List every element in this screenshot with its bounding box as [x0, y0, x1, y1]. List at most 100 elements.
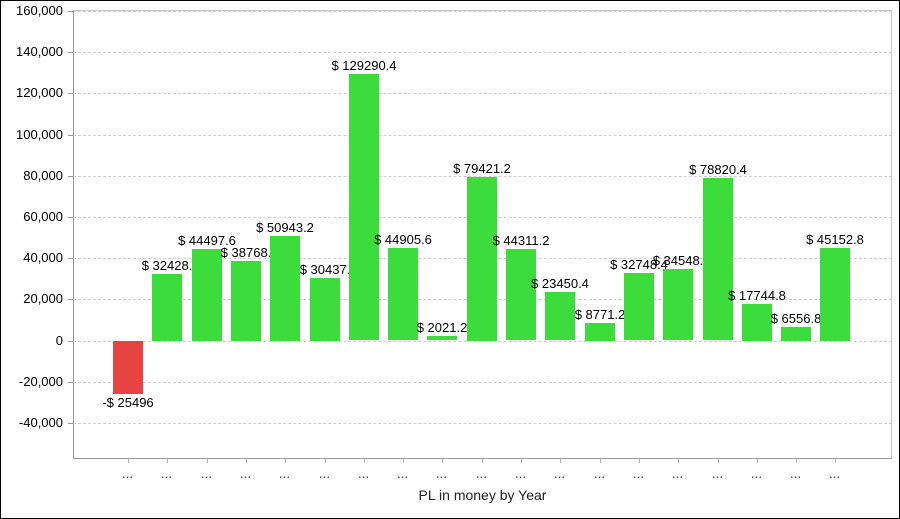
x-axis-label: ...: [122, 470, 134, 481]
bar: [192, 249, 222, 341]
x-axis-label: ...: [397, 470, 409, 481]
bar-value-label: $ 78820.4: [689, 162, 747, 177]
gridline: [73, 52, 892, 53]
x-axis-tick: [678, 459, 679, 463]
x-axis-label: ...: [594, 470, 606, 481]
bar: [388, 248, 418, 340]
x-axis-tick: [639, 459, 640, 463]
x-axis-tick: [442, 459, 443, 463]
plot-area: [73, 10, 892, 459]
bar-value-label: $ 45152.8: [806, 232, 864, 247]
x-axis-tick: [128, 459, 129, 463]
gridline: [73, 341, 892, 342]
y-axis-tick: [68, 299, 73, 300]
bar: [663, 269, 693, 340]
y-axis-tick: [68, 258, 73, 259]
x-axis-tick: [285, 459, 286, 463]
y-axis-tick-label: 0: [55, 333, 63, 348]
bar-value-label: $ 2021.2: [416, 320, 468, 335]
x-axis-label: ...: [751, 470, 763, 481]
x-axis-label: ...: [672, 470, 684, 481]
gridline: [73, 258, 892, 259]
x-axis-tick: [757, 459, 758, 463]
gridline: [73, 217, 892, 218]
x-axis-label: ...: [476, 470, 488, 481]
bar: [113, 341, 143, 394]
bar: [703, 178, 733, 340]
x-axis-label: ...: [161, 470, 173, 481]
gridline: [73, 299, 892, 300]
x-axis-tick: [403, 459, 404, 463]
x-axis-tick: [796, 459, 797, 463]
x-axis-tick: [325, 459, 326, 463]
x-axis-tick: [521, 459, 522, 463]
bar: [231, 261, 261, 341]
bar: [585, 323, 615, 341]
y-axis-tick-label: 120,000: [16, 85, 63, 100]
y-axis-tick-label: 20,000: [23, 291, 63, 306]
y-axis-tick: [68, 176, 73, 177]
y-axis-tick: [68, 93, 73, 94]
y-axis-tick-label: 40,000: [23, 250, 63, 265]
bar: [349, 74, 379, 340]
bar: [781, 327, 811, 341]
bar: [467, 177, 497, 341]
gridline: [73, 93, 892, 94]
bar-value-label: $ 44497.6: [178, 233, 236, 248]
bar-value-label: $ 44905.6: [374, 232, 432, 247]
bar-value-label: $ 50943.2: [256, 220, 314, 235]
x-axis-tick: [718, 459, 719, 463]
x-axis-tick: [600, 459, 601, 463]
bar: [624, 273, 654, 340]
y-axis-tick: [68, 341, 73, 342]
x-axis-tick: [207, 459, 208, 463]
x-axis-label: ...: [436, 470, 448, 481]
y-axis-tick-label: 100,000: [16, 127, 63, 142]
bar-value-label: $ 34548.: [652, 253, 704, 268]
bar-value-label: $ 8771.2: [574, 307, 626, 322]
x-axis-label: ...: [240, 470, 252, 481]
x-axis-label: ...: [201, 470, 213, 481]
x-axis-label: ...: [515, 470, 527, 481]
bar: [427, 336, 457, 340]
y-axis-tick-label: 160,000: [16, 3, 63, 18]
y-axis-tick-label: -20,000: [18, 374, 63, 389]
x-axis-title: PL in money by Year: [418, 487, 547, 503]
bar-value-label: $ 129290.4: [331, 58, 397, 73]
x-axis-tick: [835, 459, 836, 463]
x-axis-label: ...: [712, 470, 724, 481]
gridline: [73, 423, 892, 424]
bar-value-label: $ 6556.8: [770, 311, 822, 326]
x-axis-tick: [482, 459, 483, 463]
bar: [152, 274, 182, 341]
bar: [270, 236, 300, 341]
y-axis-tick: [68, 11, 73, 12]
x-axis-tick: [560, 459, 561, 463]
x-axis-label: ...: [554, 470, 566, 481]
y-axis-tick: [68, 52, 73, 53]
bar-value-label: $ 44311.2: [492, 233, 550, 248]
bar-value-label: -$ 25496: [102, 395, 154, 410]
y-axis-tick-label: -40,000: [18, 415, 63, 430]
x-axis-tick: [246, 459, 247, 463]
bar-value-label: $ 32428.: [141, 258, 193, 273]
bar-value-label: $ 79421.2: [453, 161, 511, 176]
x-axis-label: ...: [358, 470, 370, 481]
